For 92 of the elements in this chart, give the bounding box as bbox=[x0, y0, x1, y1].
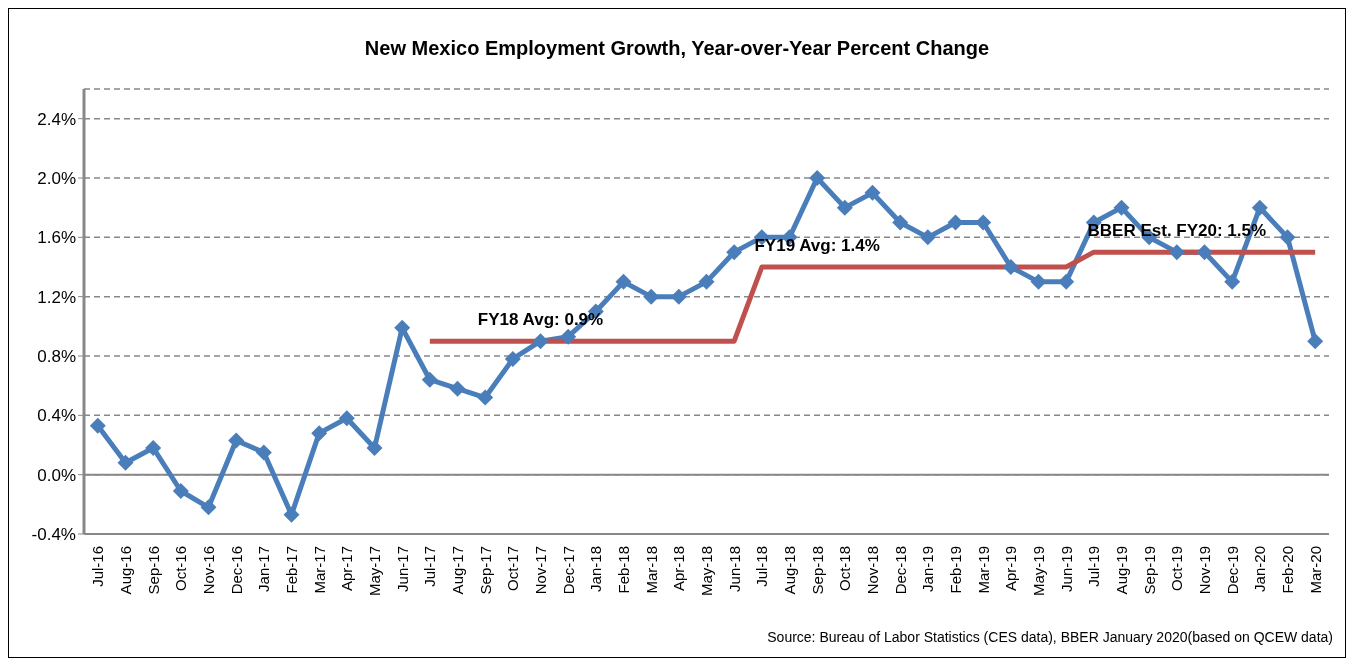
x-tick-label: Jan-20 bbox=[1251, 546, 1269, 592]
x-tick-label: Oct-17 bbox=[504, 546, 522, 592]
point bbox=[228, 432, 245, 449]
x-tick-label: Dec-16 bbox=[227, 546, 245, 595]
x-tick-label: Aug-19 bbox=[1113, 546, 1130, 595]
point bbox=[421, 371, 438, 388]
x-tick-label: Jan-19 bbox=[919, 546, 937, 592]
x-tick-label: Jul-16 bbox=[89, 546, 107, 587]
x-tick-label: May-18 bbox=[698, 546, 715, 597]
y-tick-label: 0.8% bbox=[37, 347, 76, 367]
x-tick-label: Oct-19 bbox=[1168, 546, 1186, 592]
point bbox=[809, 170, 826, 186]
annotation: FY19 Avg: 1.4% bbox=[754, 236, 880, 255]
y-tick-label: 1.6% bbox=[37, 228, 76, 248]
x-tick-label: May-19 bbox=[1030, 546, 1047, 597]
x-tick-label: Jul-18 bbox=[753, 546, 771, 587]
point bbox=[532, 333, 549, 350]
x-tick-label: Sep-17 bbox=[476, 546, 494, 595]
chart-title: New Mexico Employment Growth, Year-over-Year Percent Change bbox=[363, 37, 991, 60]
x-tick-label: Nov-16 bbox=[200, 546, 217, 595]
x-tick-label: Sep-18 bbox=[808, 546, 826, 595]
point bbox=[1058, 273, 1075, 290]
point bbox=[255, 444, 272, 461]
point bbox=[366, 439, 383, 456]
x-tick-label: Aug-16 bbox=[117, 546, 134, 595]
x-tick-label: Mar-17 bbox=[310, 546, 328, 594]
point bbox=[698, 273, 715, 290]
x-tick-label: Apr-18 bbox=[670, 546, 688, 592]
point bbox=[1030, 273, 1047, 290]
x-tick-label: Oct-16 bbox=[172, 546, 190, 592]
x-tick-label: Jun-19 bbox=[1057, 546, 1075, 592]
point bbox=[338, 410, 355, 427]
point bbox=[200, 499, 217, 516]
x-tick-label: Sep-19 bbox=[1140, 546, 1158, 595]
x-tick-label: Sep-16 bbox=[144, 546, 162, 595]
x-tick-label: Jun-18 bbox=[725, 546, 743, 592]
x-tick-label: Nov-18 bbox=[864, 546, 881, 595]
point bbox=[89, 417, 106, 434]
x-tick-label: Jun-17 bbox=[393, 546, 411, 592]
point bbox=[836, 199, 853, 216]
x-tick-label: Jul-17 bbox=[421, 546, 439, 587]
x-tick-label: Mar-18 bbox=[642, 546, 660, 594]
point bbox=[615, 273, 632, 290]
point bbox=[477, 389, 494, 406]
x-tick-label: Mar-20 bbox=[1306, 546, 1324, 594]
point bbox=[892, 214, 909, 231]
point bbox=[1251, 199, 1268, 216]
x-tick-label: Apr-17 bbox=[338, 546, 356, 592]
x-tick-label: Nov-17 bbox=[532, 546, 549, 595]
y-tick-label: 0.0% bbox=[37, 465, 76, 485]
y-tick-label: 2.4% bbox=[37, 109, 76, 129]
x-tick-label: Jan-18 bbox=[587, 546, 605, 592]
point bbox=[1113, 199, 1130, 216]
x-tick-label: Mar-19 bbox=[974, 546, 992, 594]
point bbox=[311, 425, 328, 442]
x-tick-label: Apr-19 bbox=[1002, 546, 1020, 592]
point bbox=[172, 482, 189, 499]
source-note: Source: Bureau of Labor Statistics (CES data), BBER January 2020(based on QCEW data) bbox=[767, 629, 1333, 645]
x-tick-label: Dec-17 bbox=[559, 546, 577, 595]
x-tick-label: Aug-17 bbox=[449, 546, 466, 595]
point bbox=[504, 350, 521, 367]
x-tick-label: Feb-17 bbox=[283, 546, 300, 594]
x-tick-label: Oct-18 bbox=[836, 546, 854, 592]
point bbox=[1002, 259, 1019, 275]
x-tick-label: Aug-18 bbox=[781, 546, 798, 595]
point bbox=[117, 454, 134, 471]
point bbox=[449, 380, 466, 397]
point bbox=[726, 244, 743, 261]
point bbox=[919, 229, 936, 246]
point bbox=[1168, 244, 1185, 261]
x-tick-label: Dec-19 bbox=[1223, 546, 1241, 595]
point bbox=[975, 214, 992, 231]
point bbox=[864, 184, 881, 201]
point bbox=[283, 506, 300, 523]
x-tick-label: Jul-19 bbox=[1085, 546, 1103, 587]
y-tick-label: 0.4% bbox=[37, 406, 76, 426]
x-tick-label: Nov-19 bbox=[1196, 546, 1213, 595]
point bbox=[1224, 273, 1241, 290]
y-tick-label: 2.0% bbox=[37, 169, 76, 189]
point bbox=[1196, 244, 1213, 261]
x-tick-label: May-17 bbox=[366, 546, 383, 597]
x-tick-label: Dec-18 bbox=[891, 546, 909, 595]
x-tick-label: Feb-19 bbox=[947, 546, 964, 594]
point bbox=[1279, 229, 1296, 246]
x-tick-label: Jan-17 bbox=[255, 546, 273, 592]
point bbox=[1307, 333, 1324, 350]
point bbox=[560, 328, 577, 345]
x-tick-label: Feb-18 bbox=[615, 546, 632, 594]
y-tick-label: 1.2% bbox=[37, 287, 76, 307]
point bbox=[145, 439, 162, 456]
y-tick-label: -0.4% bbox=[31, 525, 76, 545]
x-tick-label: Feb-20 bbox=[1279, 546, 1296, 594]
